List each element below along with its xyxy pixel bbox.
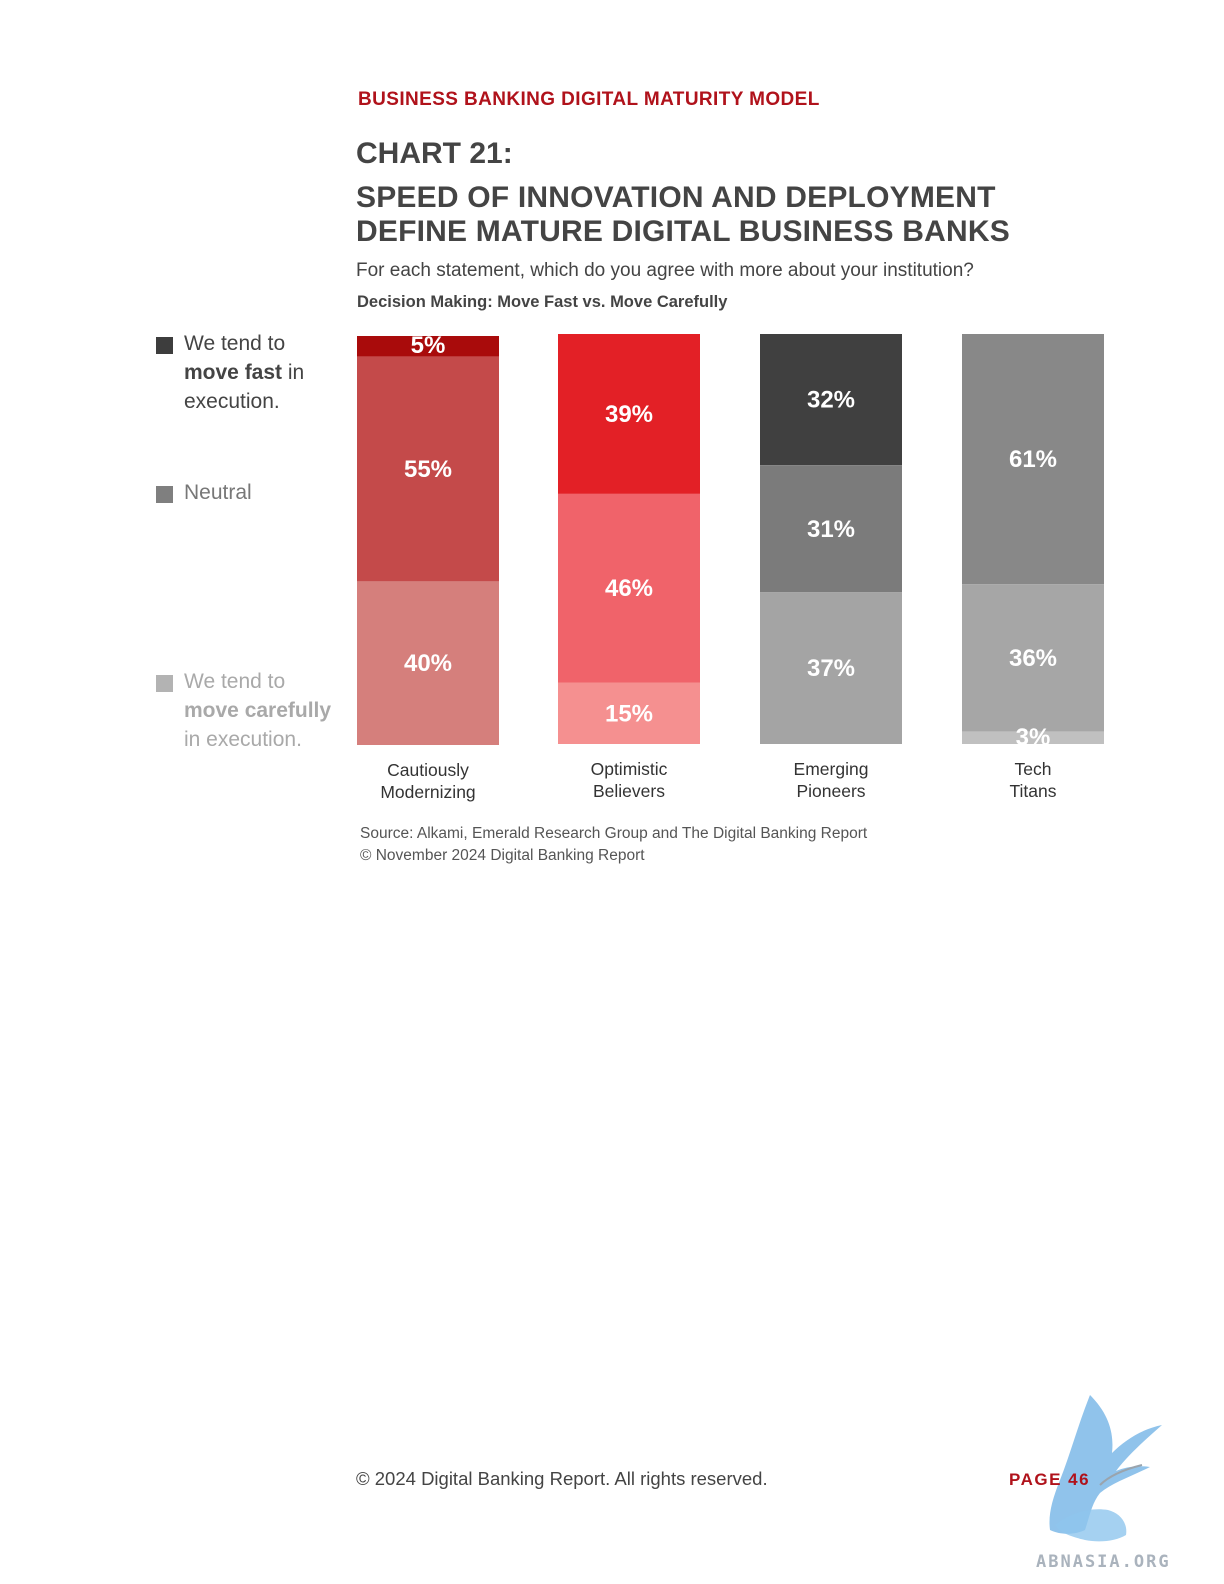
data-label-tech-titans-2: 3%	[1016, 724, 1051, 751]
chart-title-line-2: DEFINE MATURE DIGITAL BUSINESS BANKS	[356, 215, 1010, 248]
bar-group-optimistic-believers: 39% 46% 15%	[558, 334, 700, 744]
legend-fast-pre: We tend to	[184, 332, 286, 355]
legend-swatch-neutral	[156, 486, 173, 503]
category-label-optimistic-believers-0: Optimistic	[591, 759, 668, 779]
bar-segment-tech-titans-0	[962, 334, 1104, 585]
legend-neutral-text: Neutral	[184, 481, 252, 504]
chart-subhead: Decision Making: Move Fast vs. Move Care…	[357, 293, 728, 311]
bar-segment-optimistic-believers-0	[558, 334, 700, 494]
data-label-cautiously-modernizing-1: 55%	[404, 456, 452, 483]
bar-segment-cautiously-modernizing-1	[357, 356, 499, 582]
source-line-2: © November 2024 Digital Banking Report	[360, 847, 645, 864]
griffin-logo-icon	[1049, 1395, 1162, 1542]
data-label-tech-titans-1: 36%	[1009, 645, 1057, 672]
data-label-optimistic-believers-2: 15%	[605, 700, 653, 727]
bar-group-cautiously-modernizing: 5% 55% 40%	[357, 332, 499, 745]
category-label-tech-titans-0: Tech	[1015, 759, 1052, 779]
page-number: PAGE 46	[1009, 1470, 1091, 1489]
legend-careful-bold: move carefully	[184, 699, 332, 722]
legend-swatch-move-carefully	[156, 675, 173, 692]
data-label-emerging-pioneers-2: 37%	[807, 655, 855, 682]
bar-segment-emerging-pioneers-0	[760, 334, 902, 466]
category-label-emerging-pioneers-1: Pioneers	[796, 781, 865, 801]
watermark-text: ABNASIA.ORG	[1036, 1552, 1171, 1572]
bar-segment-emerging-pioneers-1	[760, 465, 902, 593]
data-label-emerging-pioneers-0: 32%	[807, 387, 855, 414]
legend-careful-pre: We tend to	[184, 670, 286, 693]
data-label-cautiously-modernizing-0: 5%	[411, 332, 446, 359]
legend-fast-post: execution.	[184, 390, 280, 413]
bar-segment-tech-titans-1	[962, 584, 1104, 732]
category-label-optimistic-believers-1: Believers	[593, 781, 665, 801]
bar-segment-cautiously-modernizing-0	[357, 336, 499, 357]
data-label-emerging-pioneers-1: 31%	[807, 516, 855, 543]
bar-group-emerging-pioneers: 32% 31% 37%	[760, 334, 902, 744]
category-label-cautiously-modernizing-0: Cautiously	[387, 760, 469, 780]
report-kicker: BUSINESS BANKING DIGITAL MATURITY MODEL	[358, 89, 820, 110]
data-label-optimistic-believers-0: 39%	[605, 401, 653, 428]
legend-careful-post: in execution.	[184, 728, 302, 751]
bar-segment-tech-titans-2	[962, 731, 1104, 744]
bar-segment-optimistic-believers-1	[558, 493, 700, 683]
legend-fast-mid: in	[282, 361, 305, 384]
footer-copyright: © 2024 Digital Banking Report. All right…	[356, 1468, 768, 1489]
category-label-cautiously-modernizing-1: Modernizing	[380, 782, 475, 802]
source-line-1: Source: Alkami, Emerald Research Group a…	[360, 825, 868, 842]
legend-fast-bold: move fast	[184, 361, 283, 384]
source-note: Source: Alkami, Emerald Research Group a…	[360, 823, 867, 867]
bar-segment-emerging-pioneers-2	[760, 592, 902, 744]
bar-segment-optimistic-believers-2	[558, 682, 700, 744]
bar-segment-cautiously-modernizing-2	[357, 581, 499, 745]
category-label-tech-titans-1: Titans	[1009, 781, 1056, 801]
chart-number: CHART 21:	[356, 137, 513, 170]
category-label-emerging-pioneers-0: Emerging	[794, 759, 869, 779]
data-label-cautiously-modernizing-2: 40%	[404, 650, 452, 677]
data-label-optimistic-believers-1: 46%	[605, 575, 653, 602]
data-label-tech-titans-0: 61%	[1009, 446, 1057, 473]
survey-question: For each statement, which do you agree w…	[356, 260, 974, 281]
chart-title-line-1: SPEED OF INNOVATION AND DEPLOYMENT	[356, 181, 996, 214]
legend-swatch-move-fast	[156, 337, 173, 354]
bar-group-tech-titans: 61% 36% 3%	[962, 334, 1104, 751]
